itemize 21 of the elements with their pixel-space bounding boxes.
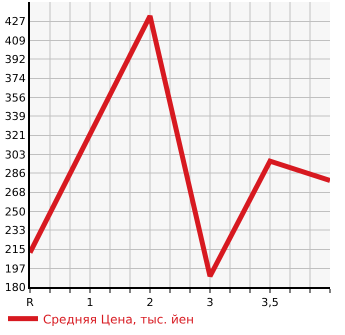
y-tick-label: 392 bbox=[4, 52, 26, 66]
y-tick-label: 427 bbox=[4, 15, 26, 28]
y-tick-label: 409 bbox=[4, 34, 26, 48]
y-tick-label: 339 bbox=[4, 110, 26, 123]
x-tick-label: 3,5 bbox=[261, 296, 279, 310]
y-tick-label: 321 bbox=[4, 129, 26, 142]
x-tick-label: 2 bbox=[146, 296, 154, 310]
legend-label: Средняя Цена, тыс. йен bbox=[43, 312, 194, 326]
y-tick-label: 356 bbox=[4, 92, 26, 105]
y-tick-label: 233 bbox=[4, 224, 26, 237]
y-tick-label: 180 bbox=[4, 280, 26, 294]
y-tick-label: 215 bbox=[4, 243, 26, 256]
x-tick-label: 1 bbox=[86, 296, 94, 310]
y-tick-label: 197 bbox=[4, 262, 26, 276]
y-tick-label: 374 bbox=[4, 72, 26, 86]
y-tick-label: 286 bbox=[4, 166, 26, 180]
x-tick-label: R bbox=[26, 296, 34, 310]
y-tick-label: 303 bbox=[4, 148, 26, 162]
x-tick-label: 3 bbox=[206, 296, 214, 310]
y-tick-label: 268 bbox=[4, 186, 26, 200]
y-tick-label: 250 bbox=[4, 206, 26, 219]
